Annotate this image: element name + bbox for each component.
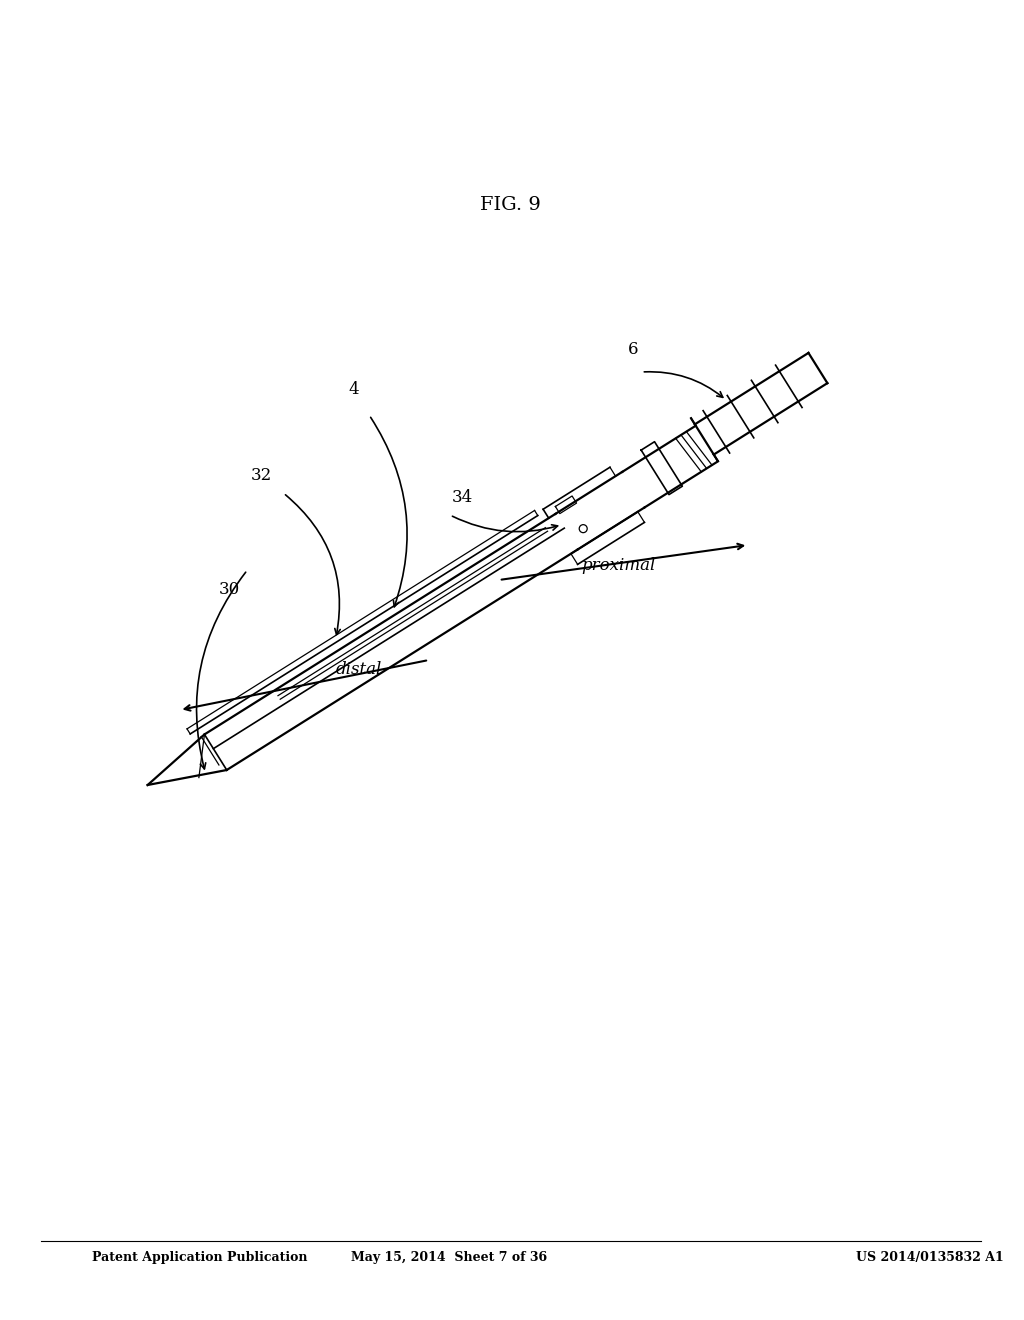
Text: Patent Application Publication: Patent Application Publication — [92, 1251, 307, 1265]
Text: FIG. 9: FIG. 9 — [480, 195, 542, 214]
Text: 34: 34 — [452, 488, 472, 506]
Text: 4: 4 — [349, 381, 359, 399]
Text: proximal: proximal — [582, 557, 655, 573]
Text: May 15, 2014  Sheet 7 of 36: May 15, 2014 Sheet 7 of 36 — [351, 1251, 548, 1265]
Text: 6: 6 — [629, 342, 639, 359]
Text: US 2014/0135832 A1: US 2014/0135832 A1 — [856, 1251, 1004, 1265]
Text: 30: 30 — [219, 582, 240, 598]
Text: distal: distal — [336, 661, 382, 678]
Text: 32: 32 — [251, 466, 272, 483]
